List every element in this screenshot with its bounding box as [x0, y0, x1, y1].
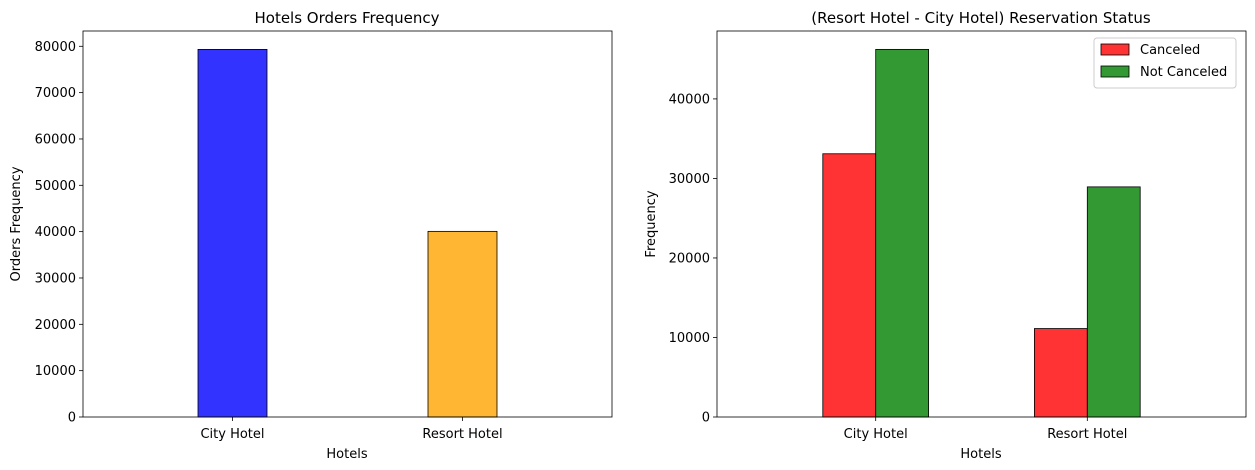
chart2-axes-frame — [716, 30, 1247, 418]
chart1-ytick-label: 70000 — [35, 86, 76, 101]
chart1-plot: 0 10000 20000 30000 40000 50000 60000 70000 8000… — [35, 30, 613, 442]
chart1-ytick-label: 60000 — [35, 132, 76, 147]
chart2-ytick-label: 0 — [702, 411, 710, 426]
chart1-ytick-label: 30000 — [35, 271, 76, 286]
chart1-ytick-label: 80000 — [35, 40, 76, 55]
legend-swatch-canceled — [1100, 43, 1130, 56]
legend-label-not-canceled: Not Canceled — [1140, 65, 1227, 80]
chart1-bar-resort-hotel — [427, 230, 498, 418]
chart2-ytick-label: 10000 — [669, 331, 710, 346]
chart1-ytick-label: 0 — [68, 411, 76, 426]
chart1-bar-city-hotel — [197, 48, 268, 418]
chart1-ytick-label: 10000 — [35, 364, 76, 379]
chart2-ytick-label: 20000 — [669, 251, 710, 266]
chart1-xtick-label: Resort Hotel — [422, 427, 502, 442]
chart2-bar-resort-hotel-not-canceled — [1086, 186, 1141, 418]
chart1-ytick-label: 50000 — [35, 179, 76, 194]
chart2-title: (Resort Hotel - City Hotel) Reservation … — [811, 9, 1151, 27]
legend-frame — [1093, 37, 1237, 89]
chart2-plot: 0 10000 20000 30000 40000 City Hotel Resort Ho… — [669, 30, 1247, 442]
chart2-ylabel: Frequency — [644, 190, 659, 257]
chart2-ytick-label: 40000 — [669, 92, 710, 107]
chart2-ytick-label: 30000 — [669, 172, 710, 187]
chart1-ytick-label: 20000 — [35, 318, 76, 333]
chart1-ytick-label: 40000 — [35, 225, 76, 240]
chart2-xtick-label: Resort Hotel — [1047, 427, 1127, 442]
chart1-axes-frame — [82, 30, 613, 418]
chart2-bar-city-hotel-not-canceled — [875, 48, 930, 418]
legend-label-canceled: Canceled — [1140, 43, 1200, 58]
chart2-legend: Canceled Not Canceled — [1093, 37, 1237, 89]
chart1-ylabel: Orders Frequency — [9, 166, 24, 281]
chart1-xlabel: Hotels — [326, 447, 367, 462]
chart1-title: Hotels Orders Frequency — [254, 9, 439, 27]
chart1-xtick-label: City Hotel — [200, 427, 264, 442]
chart2-xtick-label: City Hotel — [844, 427, 908, 442]
chart2-bar-resort-hotel-canceled — [1034, 328, 1088, 418]
legend-swatch-not-canceled — [1100, 65, 1130, 78]
chart2-xlabel: Hotels — [960, 447, 1001, 462]
chart2-bar-city-hotel-canceled — [822, 153, 877, 418]
